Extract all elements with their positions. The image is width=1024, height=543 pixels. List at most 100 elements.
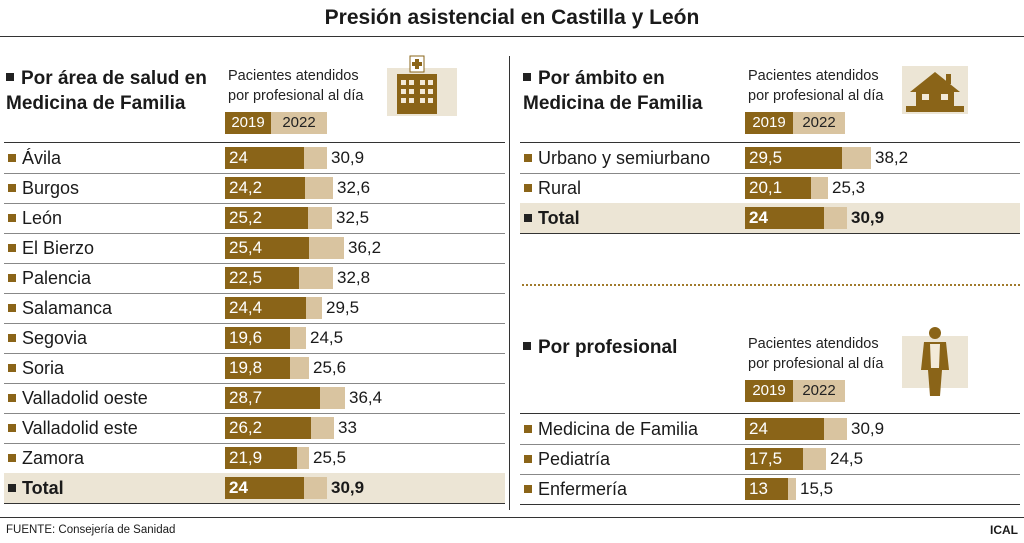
value-2019: 19,6: [229, 328, 263, 347]
value-2022: 30,9: [851, 208, 885, 227]
panel2-title: Por ámbito en Medicina de Familia: [523, 68, 703, 114]
row-divider: [520, 444, 1020, 445]
value-2022: 36,4: [349, 388, 383, 407]
value-2019: 17,5: [749, 449, 783, 468]
value-2019: 22,5: [229, 268, 263, 287]
column-divider: [509, 56, 510, 510]
value-2022: 30,9: [331, 148, 365, 167]
row-label: Total: [538, 208, 580, 228]
value-2022: 25,5: [313, 448, 347, 467]
panel2-header-rule: [520, 142, 1020, 143]
value-2019: 28,7: [229, 388, 263, 407]
panel3-bottom-rule: [520, 504, 1020, 505]
footer-divider: [0, 517, 1024, 518]
panel1-title: Por área de salud en Medicina de Familia: [6, 68, 207, 114]
row-divider: [4, 353, 505, 354]
panel2-year-2022: 2022: [793, 112, 845, 134]
row-marker: [8, 274, 16, 282]
row-label: Ávila: [22, 148, 62, 168]
row-marker: [8, 334, 16, 342]
value-2022: 30,9: [331, 478, 365, 497]
doctor-icon: [902, 327, 968, 396]
value-2019: 24,4: [229, 298, 263, 317]
bar-2019: [745, 448, 803, 470]
value-2022: 24,5: [830, 449, 864, 468]
panel3-title: Por profesional: [523, 335, 677, 360]
value-2022: 15,5: [800, 479, 834, 498]
row-label: Zamora: [22, 448, 85, 468]
value-2022: 36,2: [348, 238, 382, 257]
row-marker: [524, 455, 532, 463]
value-2019: 13: [749, 479, 768, 498]
bar-2019: [225, 357, 290, 379]
value-2022: 25,6: [313, 358, 347, 377]
row-label: Segovia: [22, 328, 88, 348]
value-2019: 21,9: [229, 448, 263, 467]
value-2019: 24: [229, 478, 248, 497]
source-note: FUENTE: Consejería de Sanidad: [6, 524, 176, 536]
title-square: [6, 73, 14, 81]
row-divider: [4, 413, 505, 414]
value-2022: 32,5: [336, 208, 370, 227]
panel2-year-2019: 2019: [745, 112, 793, 134]
value-2022: 29,5: [326, 298, 360, 317]
page-title: Presión asistencial en Castilla y León: [324, 6, 700, 29]
value-2019: 24: [749, 419, 768, 438]
bar-2019: [745, 418, 824, 440]
house-icon: [902, 66, 968, 114]
panel3-unit-label: Pacientes atendidos por profesional al d…: [748, 336, 884, 372]
bar-2019: [225, 267, 299, 289]
panel3-header-rule: [520, 413, 1020, 414]
value-2022: 30,9: [851, 419, 885, 438]
value-2019: 19,8: [229, 358, 263, 377]
value-2019: 24: [749, 208, 768, 227]
row-marker: [8, 484, 16, 492]
row-marker: [524, 214, 532, 222]
row-label: Urbano y semiurbano: [538, 148, 711, 168]
value-2019: 24: [229, 148, 248, 167]
bar-2019: [225, 177, 305, 199]
row-divider: [4, 233, 505, 234]
panel1-unit-label: Pacientes atendidos por profesional al d…: [228, 68, 364, 104]
row-marker: [8, 184, 16, 192]
row-label: Valladolid oeste: [22, 388, 148, 408]
row-marker: [524, 154, 532, 162]
row-divider: [4, 203, 505, 204]
title-divider: [0, 36, 1024, 37]
bar-2019: [225, 207, 308, 229]
row-divider: [4, 383, 505, 384]
row-divider: [4, 323, 505, 324]
row-label: Pediatría: [538, 449, 611, 469]
bar-2019: [225, 387, 320, 409]
row-divider: [520, 474, 1020, 475]
bar-2019: [745, 177, 811, 199]
row-marker: [8, 154, 16, 162]
row-divider: [4, 443, 505, 444]
row-marker: [8, 424, 16, 432]
row-label: Enfermería: [538, 479, 628, 499]
value-2019: 24,2: [229, 178, 263, 197]
bar-2019: [225, 237, 309, 259]
row-marker: [8, 394, 16, 402]
row-label: Valladolid este: [22, 418, 138, 438]
row-marker: [524, 184, 532, 192]
value-2022: 32,6: [337, 178, 371, 197]
bar-2019: [225, 417, 311, 439]
row-marker: [524, 425, 532, 433]
value-2019: 20,1: [749, 178, 783, 197]
panel1-year-2019: 2019: [225, 112, 271, 134]
value-2022: 24,5: [310, 328, 344, 347]
value-2019: 25,4: [229, 238, 263, 257]
row-divider: [4, 173, 505, 174]
value-2019: 26,2: [229, 418, 263, 437]
panel1-year-2022: 2022: [271, 112, 327, 134]
value-2022: 38,2: [875, 148, 909, 167]
row-marker: [8, 364, 16, 372]
row-marker: [524, 485, 532, 493]
bar-2019: [225, 147, 304, 169]
title-square: [523, 73, 531, 81]
title-square: [523, 342, 531, 350]
panel1-bottom-rule: [4, 503, 505, 504]
panel3-year-2022: 2022: [793, 380, 845, 402]
row-label: El Bierzo: [22, 238, 95, 258]
